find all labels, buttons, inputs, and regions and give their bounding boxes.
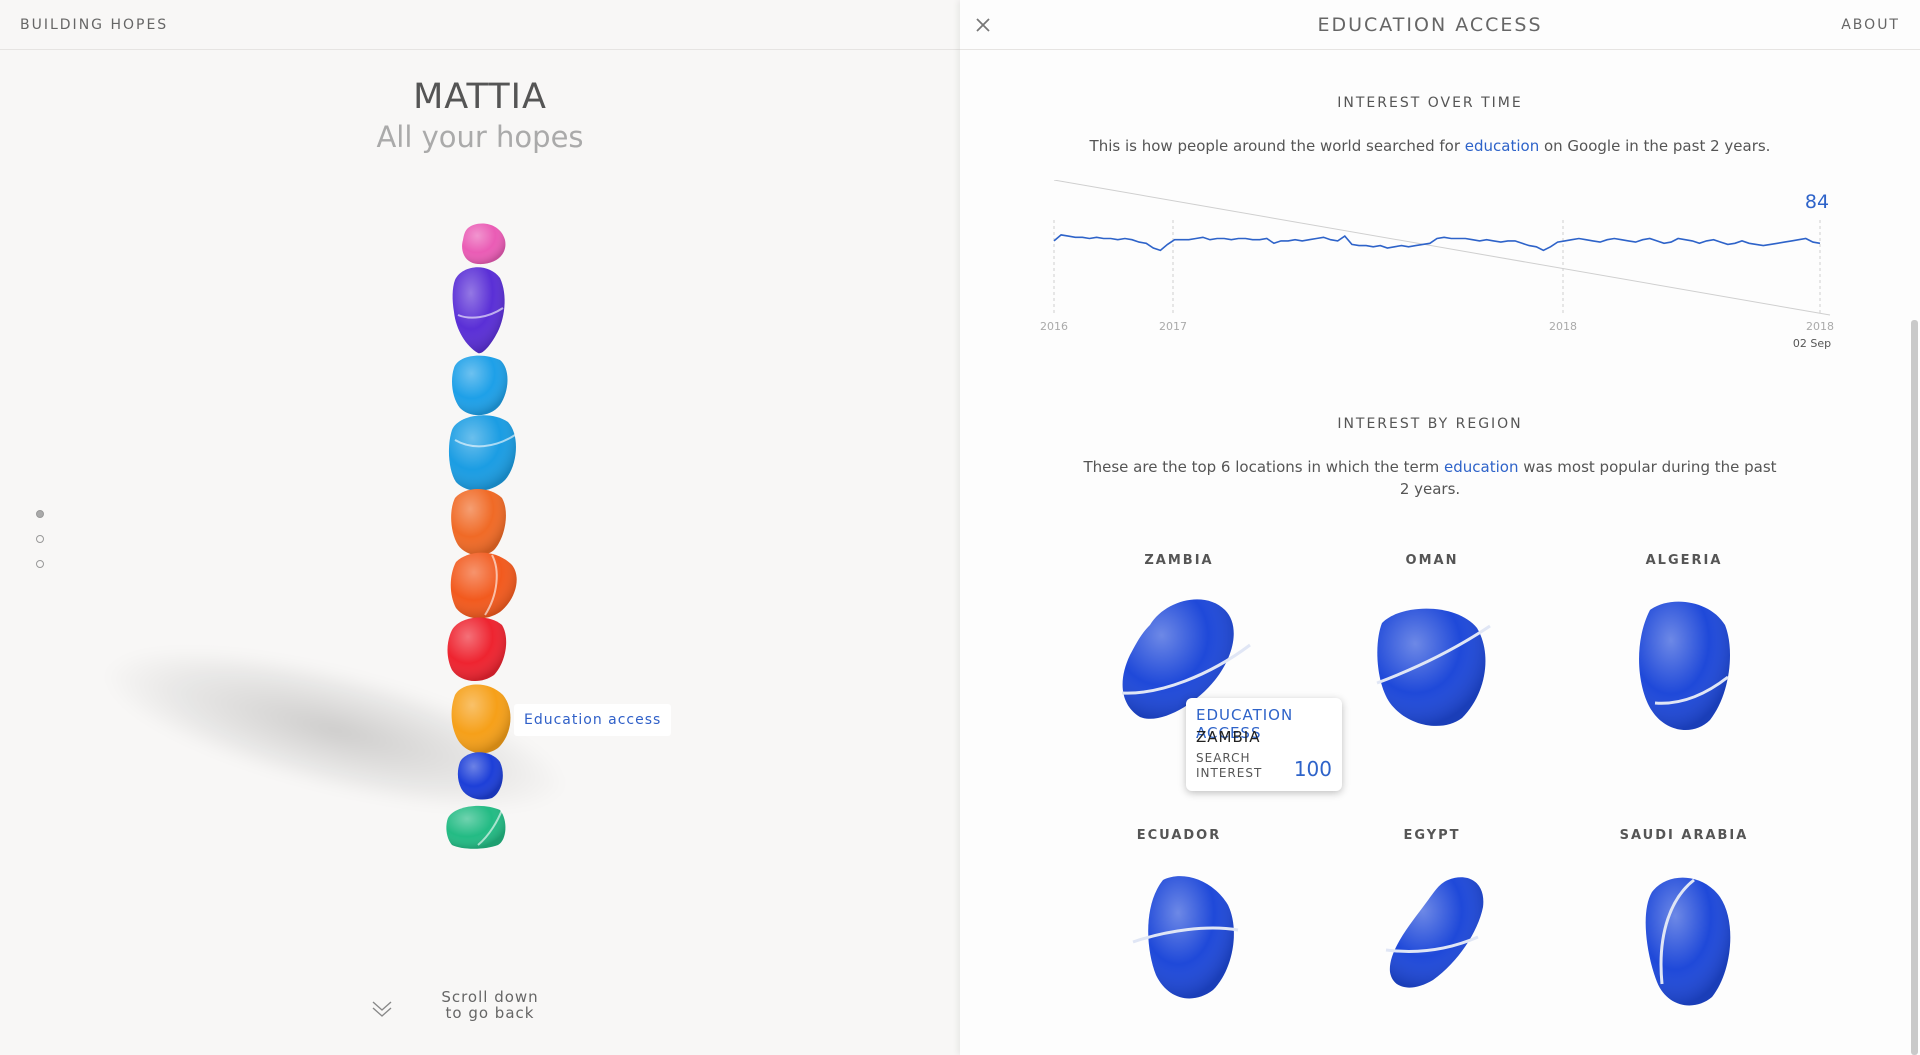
iot-desc-before: This is how people around the world sear… xyxy=(1089,137,1465,155)
iot-desc-after: on Google in the past 2 years. xyxy=(1539,137,1771,155)
region-label-4: ECUADOR xyxy=(1136,828,1222,843)
region-stone-saudi-arabia[interactable] xyxy=(1632,872,1742,1012)
stone-shine xyxy=(446,805,506,849)
stone-7[interactable] xyxy=(447,617,507,682)
stone-shine xyxy=(450,552,517,619)
stone-shine xyxy=(451,684,511,754)
stone-8[interactable] xyxy=(451,684,511,754)
close-icon[interactable] xyxy=(972,14,994,36)
stone-shine xyxy=(451,489,506,556)
region-label-1: ZAMBIA xyxy=(1144,553,1214,568)
stone-9[interactable] xyxy=(457,752,503,800)
x-tick-label: 2017 xyxy=(1159,320,1187,333)
panel-scrollbar[interactable] xyxy=(1911,320,1918,1055)
tooltip-value: 100 xyxy=(1293,757,1332,781)
stone-shine xyxy=(452,355,508,416)
stone-4[interactable] xyxy=(448,415,516,491)
ibr-term: education xyxy=(1444,458,1519,476)
tooltip-label: SEARCH INTEREST xyxy=(1196,751,1262,781)
region-label-5: EGYPT xyxy=(1403,828,1461,843)
scroll-hint[interactable]: Scroll down to go back xyxy=(370,985,570,1035)
stone-5[interactable] xyxy=(451,489,506,556)
chart-gridlines xyxy=(1053,220,1821,315)
region-stone-oman[interactable] xyxy=(1362,598,1502,738)
tooltip-label-line-1: SEARCH xyxy=(1196,751,1251,765)
current-value-label: 84 xyxy=(1805,191,1829,213)
series-line xyxy=(1053,234,1821,252)
stone-shine xyxy=(452,267,505,354)
section-dot-3[interactable] xyxy=(36,560,44,568)
tooltip-country: ZAMBIA xyxy=(1196,728,1261,746)
region-stone-zambia[interactable] xyxy=(1110,585,1260,730)
hovered-stone-label[interactable]: Education access xyxy=(514,704,672,736)
scroll-hint-text: Scroll down to go back xyxy=(430,989,550,1021)
stone-shine xyxy=(448,415,516,491)
region-label-6: SAUDI ARABIA xyxy=(1619,828,1749,843)
panel-title: EDUCATION ACCESS xyxy=(1317,14,1543,36)
stone-shine xyxy=(447,617,507,682)
stone-10[interactable] xyxy=(446,805,506,849)
scroll-hint-line-1: Scroll down xyxy=(441,988,539,1006)
region-label-3: ALGERIA xyxy=(1645,553,1723,568)
interest-over-time-chart: 2016 2017 2018 2018 84 02 Sep xyxy=(1040,180,1834,350)
region-tooltip: EDUCATION ACCESS ZAMBIA SEARCH INTEREST … xyxy=(1186,698,1342,791)
user-name: MATTIA xyxy=(413,77,547,117)
stone-2[interactable] xyxy=(452,267,505,354)
detail-panel: EDUCATION ACCESS ABOUT INTEREST OVER TIM… xyxy=(960,0,1920,1055)
interest-over-time-description: This is how people around the world sear… xyxy=(1080,135,1780,157)
ibr-desc-before: These are the top 6 locations in which t… xyxy=(1083,458,1445,476)
iot-term: education xyxy=(1464,137,1540,155)
double-chevron-down-icon xyxy=(372,1001,392,1017)
ibr-desc-line-2: 2 years. xyxy=(1399,480,1461,498)
region-stone-ecuador[interactable] xyxy=(1128,870,1248,1005)
x-tick-label: 2016 xyxy=(1040,320,1068,333)
stone-stack xyxy=(446,223,517,849)
section-dot-2[interactable] xyxy=(36,535,44,543)
x-tick-labels: 2016 2017 2018 2018 xyxy=(1040,320,1834,333)
interest-by-region-description: These are the top 6 locations in which t… xyxy=(1080,456,1780,500)
stone-shine xyxy=(462,223,506,265)
region-stone-egypt[interactable] xyxy=(1378,872,1498,997)
stone-6[interactable] xyxy=(450,552,517,619)
chart-baseline xyxy=(1053,180,1831,316)
about-link[interactable]: ABOUT xyxy=(1841,17,1900,33)
interest-by-region-heading: INTEREST BY REGION xyxy=(1337,416,1523,432)
hopes-stack-view: MATTIA All your hopes Education access xyxy=(0,50,960,1055)
current-date-label: 02 Sep xyxy=(1793,337,1831,350)
ibr-desc-after: was most popular during the past xyxy=(1518,458,1777,476)
section-dot-1[interactable] xyxy=(36,510,44,518)
stone-3[interactable] xyxy=(452,355,508,416)
interest-over-time-heading: INTEREST OVER TIME xyxy=(1337,95,1523,111)
tooltip-title: EDUCATION ACCESS xyxy=(1196,706,1294,742)
x-tick-label: 2018 xyxy=(1549,320,1577,333)
x-tick-label: 2018 xyxy=(1806,320,1834,333)
region-label-2: OMAN xyxy=(1405,553,1459,568)
tooltip-label-line-2: INTEREST xyxy=(1196,766,1263,780)
stone-shine xyxy=(457,752,503,800)
region-stone-algeria[interactable] xyxy=(1620,595,1750,740)
brand-logo[interactable]: BUILDING HOPES xyxy=(20,17,169,33)
panel-header: EDUCATION ACCESS ABOUT xyxy=(960,0,1920,50)
scroll-hint-line-2: to go back xyxy=(445,1004,535,1022)
section-dots xyxy=(36,510,44,585)
stack-subtitle: All your hopes xyxy=(376,120,584,154)
stone-1[interactable] xyxy=(462,223,506,265)
